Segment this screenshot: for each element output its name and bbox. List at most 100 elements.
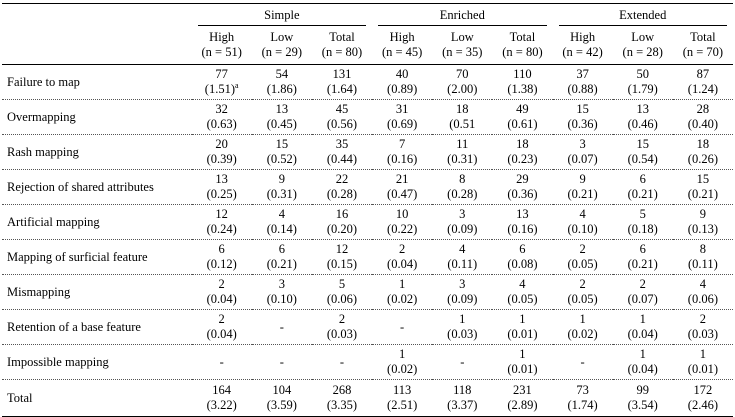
cell-count: 1 <box>399 277 406 291</box>
cell-count: 172 <box>693 383 713 397</box>
cell-count: 1 <box>519 312 526 326</box>
table-cell: 15 (0.36) <box>552 99 613 135</box>
cell-count: 15 <box>636 137 649 151</box>
cell-mean: (0.07) <box>627 292 658 306</box>
cell-mean: (0.45) <box>266 117 297 131</box>
cell-count: 2 <box>399 242 406 256</box>
group-header-extended: Extended <box>552 3 733 26</box>
cell-count: 9 <box>699 207 707 221</box>
cell-count: 77 <box>215 67 228 81</box>
table-cell: - <box>372 309 433 345</box>
table-cell: 2 (0.05) <box>552 239 613 275</box>
cell-mean: (1.51)a <box>204 80 239 96</box>
cell-mean: (0.02) <box>387 292 418 306</box>
table-cell: 5 (0.18) <box>612 204 673 240</box>
cell-mean: (0.02) <box>567 327 598 341</box>
table-cell: 8 (0.28) <box>432 169 493 205</box>
sub-header: High (n = 42) <box>552 26 613 65</box>
cell-count: 2 <box>699 312 707 326</box>
table-cell: - <box>552 344 613 380</box>
table-cell: 29 (0.36) <box>492 169 553 205</box>
cell-count: 2 <box>639 277 646 291</box>
cell-count: 1 <box>579 312 586 326</box>
cell-mean: (2.89) <box>507 398 538 412</box>
cell-count: 1 <box>399 347 406 361</box>
cell-count: 49 <box>516 102 529 116</box>
cell-mean: (0.04) <box>627 362 658 376</box>
table-cell: 6 (0.21) <box>612 239 673 275</box>
cell-count: 3 <box>459 207 466 221</box>
sub-header: Total (n = 80) <box>492 26 553 65</box>
cell-count: 9 <box>579 172 586 186</box>
sub-header: High (n = 51) <box>191 26 252 65</box>
table-cell: 6 (0.21) <box>251 239 312 275</box>
table-cell: 6 (0.12) <box>191 239 252 275</box>
table-page: Simple Enriched Extended High (n = 51) Lo… <box>2 3 733 417</box>
sub-header: Total (n = 70) <box>672 26 733 65</box>
cell-count: 18 <box>696 137 710 151</box>
table-cell: 1 (0.02) <box>372 344 433 380</box>
table-cell: - <box>251 309 312 345</box>
sub-header: High (n = 45) <box>372 26 433 65</box>
cell-count: 4 <box>699 277 707 291</box>
cell-mean: (0.69) <box>387 117 418 131</box>
cell-count: 10 <box>395 207 409 221</box>
table-cell: 1 (0.01) <box>492 344 553 380</box>
cell-count: 12 <box>215 207 228 221</box>
table-cell: 2 (0.07) <box>612 274 673 310</box>
table-cell: 32 (0.63) <box>191 99 252 135</box>
table-cell: 99 (3.54) <box>612 379 673 417</box>
table-cell: 2 (0.04) <box>191 309 252 345</box>
cell-count: 9 <box>278 172 285 186</box>
cell-mean: (1.86) <box>266 82 297 96</box>
cell-count: 113 <box>392 383 412 397</box>
table-cell: 3 (0.09) <box>432 274 493 310</box>
cell-mean: (0.21) <box>627 257 658 271</box>
cell-count: 13 <box>636 102 649 116</box>
cell-count: 6 <box>519 242 526 256</box>
table-cell: 104 (3.59) <box>251 379 312 417</box>
cell-mean: (3.54) <box>627 398 658 412</box>
table-cell: 9 (0.31) <box>251 169 312 205</box>
table-cell: 6 (0.08) <box>492 239 553 275</box>
table-cell: 231 (2.89) <box>492 379 553 417</box>
cell-count: 13 <box>275 102 289 116</box>
cell-count: 1 <box>519 347 526 361</box>
sub-header: Total (n = 80) <box>311 26 373 65</box>
cell-mean: (0.05) <box>567 257 598 271</box>
cell-count: - <box>339 354 345 369</box>
table-cell: 15 (0.54) <box>612 134 673 170</box>
table-cell: 3 (0.10) <box>251 274 312 310</box>
cell-mean: (0.63) <box>206 117 237 131</box>
cell-mean: (0.02) <box>387 362 418 376</box>
cell-count: 3 <box>278 277 285 291</box>
cell-mean: (1.79) <box>627 82 658 96</box>
cell-mean: (0.11) <box>688 257 718 271</box>
cell-mean: (0.04) <box>387 257 418 271</box>
cell-mean: (0.28) <box>326 187 358 201</box>
cell-mean: (3.22) <box>206 398 237 412</box>
cell-count: 20 <box>215 137 228 151</box>
cell-mean: (0.23) <box>507 152 538 166</box>
cell-count: 118 <box>453 383 472 397</box>
table-cell: 8 (0.11) <box>672 239 733 275</box>
table-cell: 3 (0.09) <box>432 204 493 240</box>
row-label: Rejection of shared attributes <box>2 169 192 205</box>
cell-count: 231 <box>513 383 532 397</box>
cell-count: 3 <box>459 277 466 291</box>
cell-mean: (0.04) <box>206 327 237 341</box>
cell-mean: (0.44) <box>326 152 358 166</box>
cell-mean: (0.52) <box>266 152 297 166</box>
cell-mean: (0.40) <box>687 117 718 131</box>
table-cell: 11 (0.31) <box>432 134 493 170</box>
table-header: Simple Enriched Extended High (n = 51) Lo… <box>2 3 733 65</box>
table-body: Failure to map 77 (1.51)a 54 (1.86) 131 (1.64)… <box>2 64 733 417</box>
table-cell: 37 (0.88) <box>552 64 613 100</box>
cell-count: 45 <box>335 102 349 116</box>
cell-mean: (0.88) <box>567 82 598 96</box>
cell-count: 2 <box>579 277 586 291</box>
cell-mean: (0.12) <box>206 257 237 271</box>
table-cell: 18 (0.51 <box>432 99 493 135</box>
table-cell: 50 (1.79) <box>612 64 673 100</box>
cell-count: 32 <box>215 102 228 116</box>
